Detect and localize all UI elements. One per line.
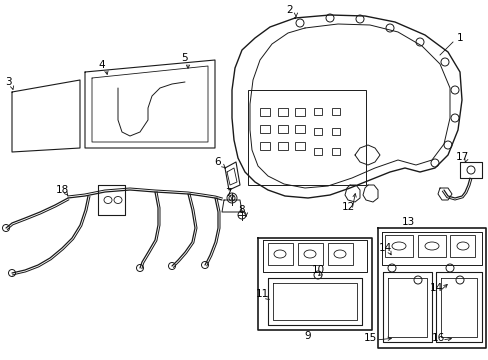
- Bar: [278, 142, 287, 150]
- Text: 13: 13: [401, 217, 414, 227]
- Bar: [294, 125, 305, 133]
- Text: 12: 12: [341, 202, 354, 212]
- Text: 14: 14: [378, 243, 391, 253]
- Text: 15: 15: [363, 333, 376, 343]
- Text: 4: 4: [99, 60, 105, 70]
- Bar: [294, 108, 305, 116]
- Bar: [384, 235, 412, 257]
- Bar: [294, 142, 305, 150]
- Bar: [260, 125, 269, 133]
- Text: 14: 14: [428, 283, 442, 293]
- Bar: [331, 128, 339, 135]
- Text: 11: 11: [255, 289, 268, 299]
- Text: 2: 2: [286, 5, 293, 15]
- Text: 17: 17: [454, 152, 468, 162]
- Text: 5: 5: [182, 53, 188, 63]
- Text: 3: 3: [5, 77, 11, 87]
- Bar: [313, 128, 321, 135]
- Text: 16: 16: [430, 333, 444, 343]
- Bar: [449, 235, 474, 257]
- Text: 9: 9: [304, 331, 311, 341]
- Text: 10: 10: [311, 265, 324, 275]
- Bar: [331, 108, 339, 115]
- Bar: [313, 108, 321, 115]
- Text: 18: 18: [55, 185, 68, 195]
- Bar: [267, 243, 292, 265]
- Text: 1: 1: [456, 33, 462, 43]
- Bar: [331, 148, 339, 155]
- Text: 6: 6: [214, 157, 221, 167]
- Bar: [278, 108, 287, 116]
- Bar: [260, 142, 269, 150]
- Bar: [417, 235, 445, 257]
- Bar: [247, 90, 365, 185]
- Text: 7: 7: [224, 188, 231, 198]
- Bar: [313, 148, 321, 155]
- Bar: [327, 243, 352, 265]
- Text: 8: 8: [238, 205, 245, 215]
- Bar: [260, 108, 269, 116]
- Bar: [278, 125, 287, 133]
- Bar: [297, 243, 323, 265]
